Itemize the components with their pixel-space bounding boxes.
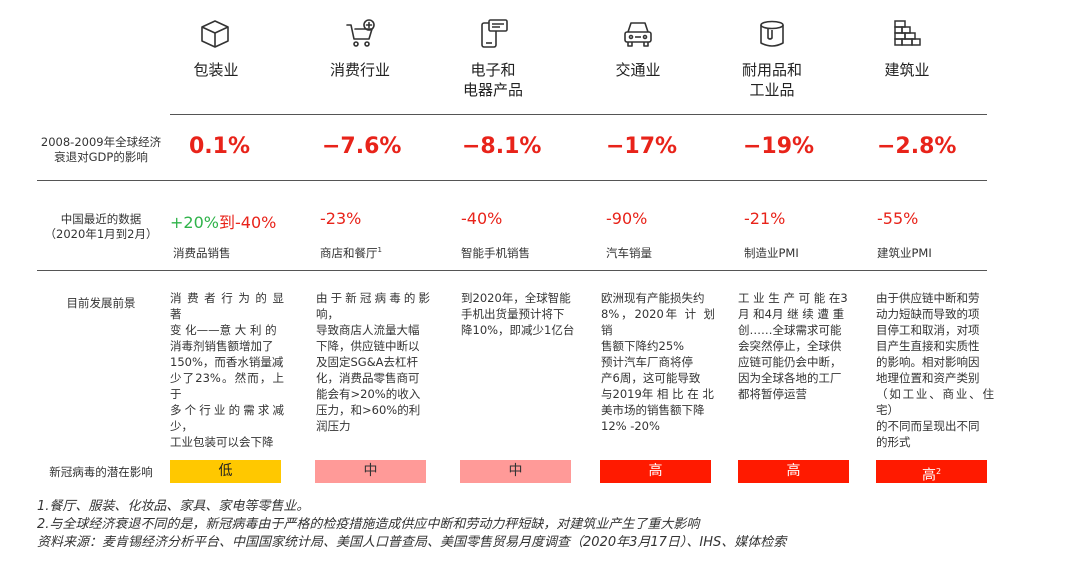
outlook-text: 由于供应链中断和劳 动力短缺而导致的项 目停工和取消，对项 目产生直接和实质性 的影响。… xyxy=(876,291,994,449)
row-divider xyxy=(37,180,987,181)
impact-level-high: 高 xyxy=(738,460,849,483)
car-icon xyxy=(622,18,654,50)
impact-level-low: 低 xyxy=(170,460,281,483)
china-value: -40% xyxy=(461,209,503,228)
outlook-text: 到2020年，全球智能 手机出货量预计将下 降10%，即减少1亿台 xyxy=(461,291,575,337)
china-value: +20%到-40% xyxy=(170,213,277,232)
impact-level-medium: 中 xyxy=(315,460,426,483)
outlook-text: 由于新冠病毒的影响， 导致商店人流量大幅 下降，供应链中断以 及固定SG&A去杠杆 化，… xyxy=(316,291,430,433)
gdp-value: −19% xyxy=(743,134,815,159)
bricks-icon xyxy=(891,18,923,50)
china-row-label: 中国最近的数据 （2020年1月到2月） xyxy=(44,212,158,241)
metric-label: 智能手机销售 xyxy=(461,246,530,260)
metric-label: 商店和餐厅1 xyxy=(320,246,382,260)
outlook-text: 工 业 生 产 可 能 在3 月 和4月 继 续 遭 重创……全球需求可能 会突然停… xyxy=(738,291,848,401)
impact-row-label: 新冠病毒的潜在影响 xyxy=(49,465,153,479)
category-label: 电子和 电器产品 xyxy=(462,61,523,99)
china-value: -21% xyxy=(744,209,786,228)
footnote-1: 1.餐厅、服装、化妆品、家具、家电等零售业。 xyxy=(37,499,310,514)
category-label: 建筑业 xyxy=(884,61,930,79)
category-label: 耐用品和 工业品 xyxy=(741,61,802,99)
gdp-value: 0.1% xyxy=(189,134,251,159)
metric-label: 建筑业PMI xyxy=(877,246,932,260)
outlook-text: 欧洲现有产能损失约 8%，2020年 计 划 销售额下降约25% 预计汽车厂商将停产… xyxy=(601,291,715,433)
metric-label: 制造业PMI xyxy=(744,246,799,260)
gdp-value: −8.1% xyxy=(462,134,542,159)
gdp-value: −7.6% xyxy=(322,134,402,159)
china-value: -90% xyxy=(606,209,648,228)
box-icon xyxy=(199,18,231,50)
metric-label: 消费品销售 xyxy=(173,246,231,260)
impact-level-high: 高2 xyxy=(876,460,987,484)
china-value: -55% xyxy=(877,209,919,228)
footnote-2: 2.与全球经济衰退不同的是，新冠病毒由于严格的检疫措施造成供应中断和劳动力秤短缺… xyxy=(37,517,700,532)
shopping-cart-icon xyxy=(345,18,377,50)
outlook-row-label: 目前发展前景 xyxy=(66,296,136,310)
category-label: 包装业 xyxy=(193,61,239,79)
header-divider xyxy=(170,114,987,115)
gdp-value: −17% xyxy=(606,134,678,159)
china-value: -23% xyxy=(320,209,362,228)
gdp-row-label: 2008-2009年全球经济 衰退对GDP的影响 xyxy=(40,135,162,164)
source-note: 资料来源：麦肯锡经济分析平台、中国国家统计局、美国人口普查局、美国零售贸易月度调… xyxy=(37,535,787,550)
metric-label: 汽车销量 xyxy=(606,246,652,260)
outlook-text: 消 费 者 行 为 的 显 著变 化——意 大 利 的消毒剂销售额增加了 150%… xyxy=(170,291,284,449)
phone-device-icon xyxy=(478,18,510,50)
category-label: 交通业 xyxy=(615,61,661,79)
gdp-value: −2.8% xyxy=(877,134,957,159)
category-label: 消费行业 xyxy=(329,61,390,79)
impact-level-medium: 中 xyxy=(460,460,571,483)
row-divider xyxy=(37,270,987,271)
impact-level-high: 高 xyxy=(600,460,711,483)
paint-bucket-icon xyxy=(756,18,788,50)
